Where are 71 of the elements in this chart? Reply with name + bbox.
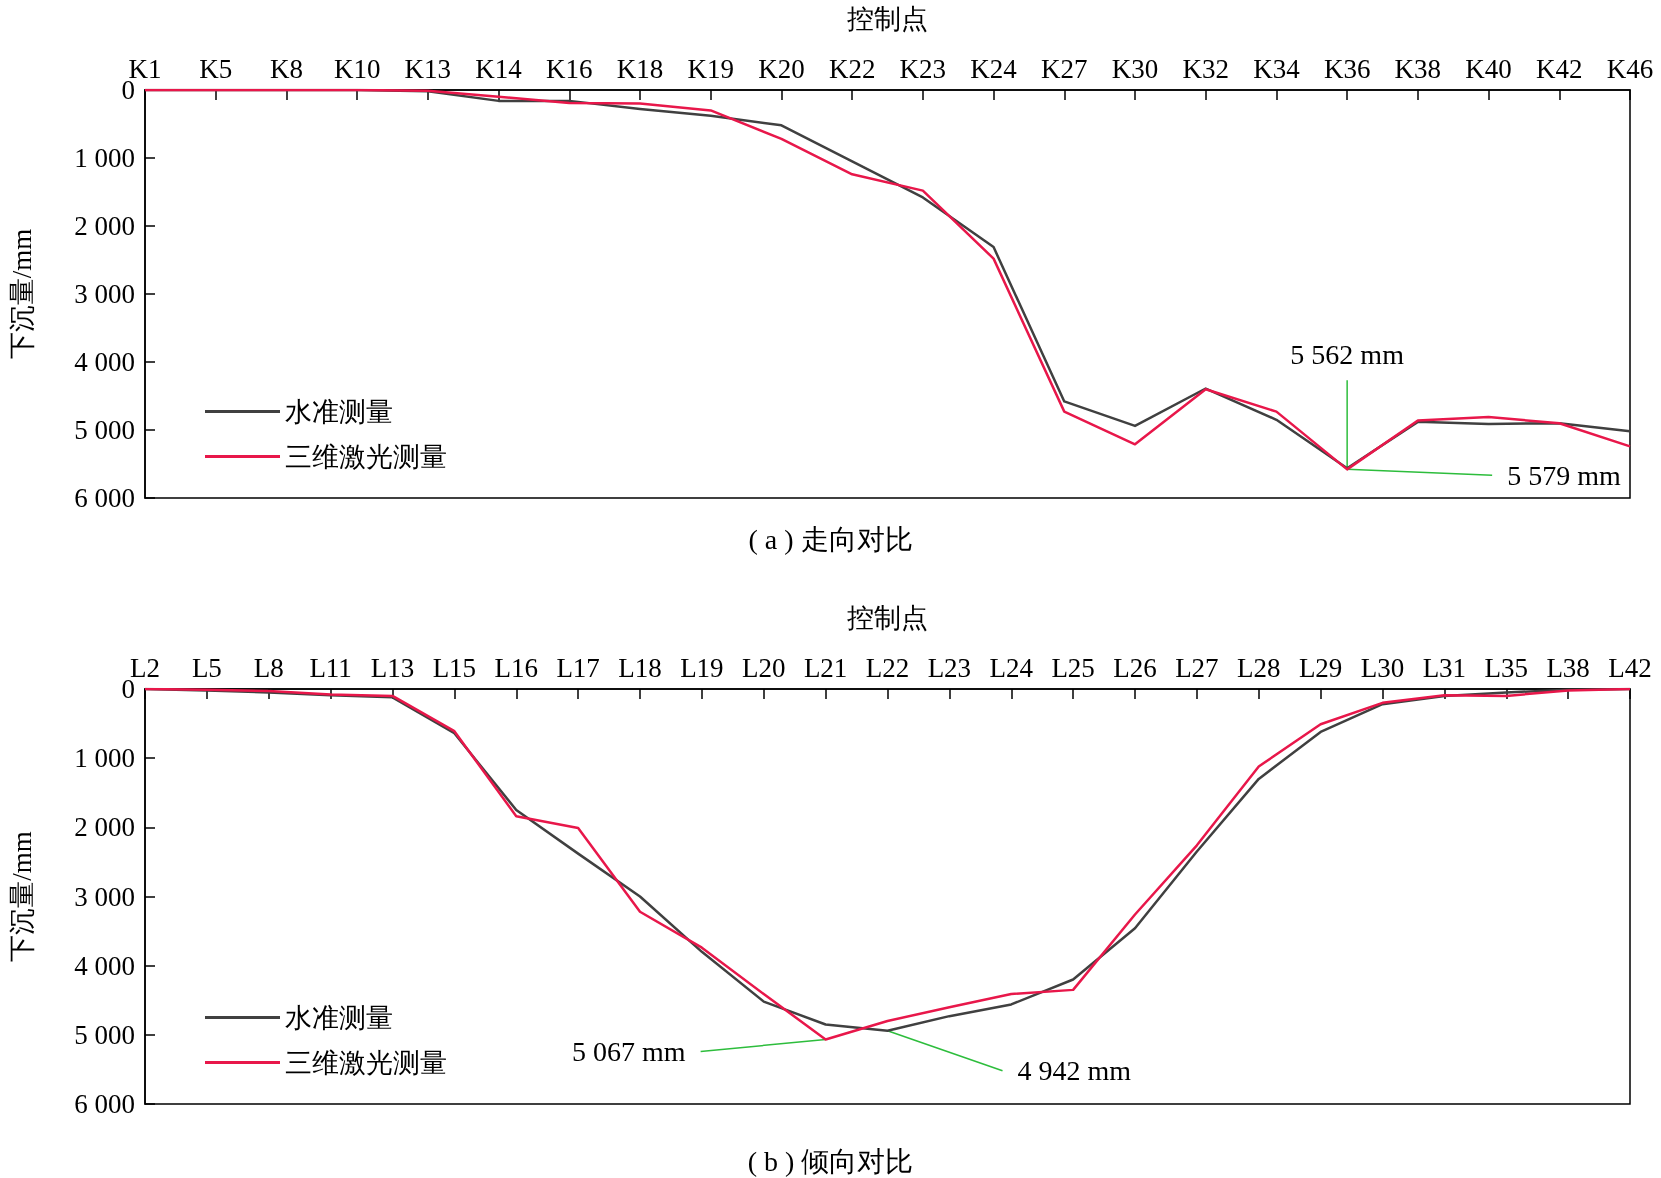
x-tick-label: K30 [1111,53,1159,84]
x-tick-label: L24 [989,652,1034,683]
y-tick-label: 1 000 [74,143,135,173]
annotation: 5 067 mm [572,1035,686,1067]
x-tick-label: L25 [1051,652,1095,683]
x-tick-label: K8 [269,53,303,84]
x-tick-label: K13 [404,53,452,84]
x-tick-label: K40 [1465,53,1512,84]
annotation: 5 579 mm [1507,459,1621,491]
y-tick-label: 4 000 [74,347,135,377]
legend-label: 三维激光测量 [285,441,447,472]
x-tick-label: L21 [803,652,848,683]
x-tick-label: K19 [687,53,734,84]
y-tick-label: 3 000 [74,279,135,309]
y-tick-label: 6 000 [74,483,135,513]
x-tick-label: L17 [556,652,600,683]
x-tick-label: L38 [1546,652,1590,683]
x-tick-label: K16 [546,53,593,84]
x-tick-label: L19 [680,652,724,683]
x-tick-label: K34 [1253,53,1301,84]
legend-label: 三维激光测量 [285,1047,447,1078]
x-tick-label: K5 [199,53,233,84]
x-tick-label: L31 [1422,652,1467,683]
x-tick-label: K20 [758,53,805,84]
y-tick-label: 5 000 [74,1019,135,1050]
x-tick-label: L11 [309,652,352,683]
x-tick-label: L20 [742,652,786,683]
y-tick-label: 1 000 [74,743,135,774]
y-tick-label: 4 000 [74,950,135,981]
x-tick-label: K46 [1606,53,1654,84]
x-tick-label: L8 [253,652,284,683]
x-tick-label: K32 [1182,53,1229,84]
x-tick-label: K10 [333,53,381,84]
x-tick-label: L13 [370,652,415,683]
x-tick-label: L42 [1608,652,1652,683]
annotation: 5 562 mm [1290,338,1405,370]
y-tick-label: 2 000 [74,211,135,241]
x-tick-label: K24 [970,53,1018,84]
y-tick-label: 6 000 [74,1089,135,1119]
y-tick-label: 5 000 [74,415,135,445]
x-tick-label: L26 [1113,652,1157,683]
x-tick-label: K36 [1323,53,1371,84]
x-tick-label: K27 [1041,53,1088,84]
x-tick-label: L35 [1484,652,1528,683]
legend-label: 水准测量 [285,1002,393,1033]
x-tick-label: L5 [191,652,222,683]
x-tick-label: L16 [494,652,538,683]
x-tick-label: K23 [899,53,947,84]
x-tick-label: L30 [1360,652,1405,683]
x-tick-label: K14 [475,53,523,84]
y-tick-label: 3 000 [74,881,135,912]
x-tick-label: L15 [432,652,477,683]
y-axis-title: 下沉量/mm [6,831,37,962]
x-tick-label: L27 [1175,652,1219,683]
x-tick-label: K18 [616,53,664,84]
x-tick-label: L22 [865,652,910,683]
x-axis-title: 控制点 [847,3,928,34]
x-tick-label: K38 [1394,53,1442,84]
text: ( b ) 倾向对比 [747,1145,914,1177]
legend-label: 水准测量 [285,396,393,427]
text: ( a ) 走向对比 [748,523,913,555]
x-tick-label: L28 [1237,652,1281,683]
x-tick-label: L18 [618,652,662,683]
y-axis-title: 下沉量/mm [6,228,37,360]
x-tick-label: K22 [828,53,876,84]
x-tick-label: K42 [1536,53,1583,84]
annotation: 4 942 mm [1017,1055,1132,1087]
x-tick-label: L29 [1298,652,1343,683]
y-tick-label: 2 000 [74,812,135,843]
x-axis-title: 控制点 [847,602,928,633]
x-tick-label: L23 [927,652,972,683]
